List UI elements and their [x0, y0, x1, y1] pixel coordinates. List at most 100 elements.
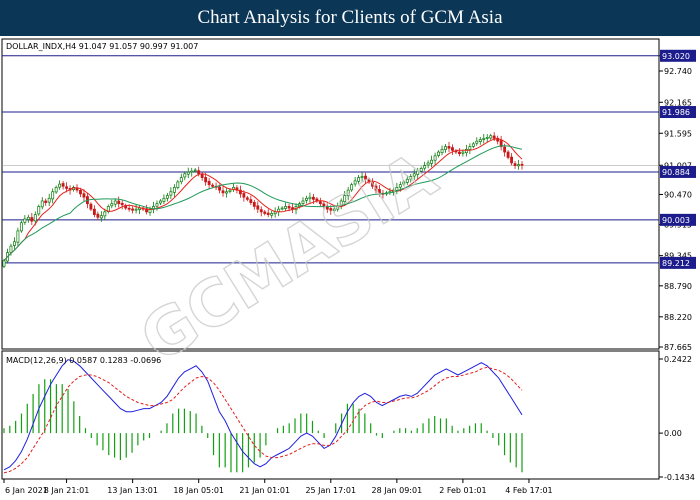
candle-body [225, 191, 228, 194]
candle-body [517, 164, 520, 167]
candle-body [496, 137, 500, 142]
candle-body [482, 138, 486, 140]
price-tick-label: 87.665 [664, 343, 692, 352]
candles [2, 132, 524, 269]
candle-body [416, 170, 420, 175]
candle-body [16, 230, 20, 243]
candle-body [339, 200, 343, 207]
level-label: 89.212 [662, 259, 690, 268]
candle-body [44, 200, 48, 203]
candle-body [343, 195, 347, 202]
candle-body [266, 212, 270, 215]
candle-body [113, 200, 117, 205]
candle-body [23, 218, 27, 223]
candle-body [13, 241, 16, 246]
time-tick-label: 18 Jan 05:01 [173, 486, 224, 495]
candle-body [165, 195, 169, 199]
candle-body [2, 260, 6, 267]
level-label: 91.986 [662, 108, 690, 117]
macd-line [3, 359, 523, 471]
candle-body [89, 203, 93, 210]
candle-body [478, 139, 482, 142]
candle-body [211, 184, 215, 187]
macd-histogram [3, 379, 523, 473]
key-levels [2, 55, 659, 264]
price-tick-label: 91.007 [664, 161, 692, 170]
candle-body [40, 200, 44, 208]
candle-body [197, 170, 201, 175]
candle-body [228, 189, 232, 192]
candle-body [61, 183, 65, 187]
candle-body [207, 180, 211, 186]
candle-body [430, 159, 434, 164]
candle-body [92, 208, 96, 215]
candle-body [103, 211, 107, 217]
candle-body [200, 173, 204, 178]
macd-pane: 0.2422 0.00 -0.1434 MACD(12,26,9) 0.0587 0… [1, 350, 695, 482]
candle-body [19, 222, 23, 232]
candle-body [284, 206, 288, 209]
candle-body [492, 135, 496, 139]
candle-body [37, 206, 41, 215]
candle-body [117, 200, 121, 205]
candle-body [176, 181, 180, 188]
candle-body [371, 181, 374, 187]
candle-body [221, 190, 225, 194]
candle-body [350, 184, 354, 191]
candle-body [159, 200, 162, 204]
macd-tick-label: 0.00 [664, 429, 682, 438]
level-label-bg [660, 165, 696, 178]
candle-body [475, 140, 479, 144]
time-tick-label: 13 Jan 13:01 [107, 486, 158, 495]
level-label-bg [660, 256, 696, 269]
candle-body [364, 175, 367, 180]
candle-body [503, 146, 507, 153]
page-title: Chart Analysis for Clients of GCM Asia [197, 7, 503, 28]
candle-body [99, 215, 103, 219]
macd-header: MACD(12,26,9) 0.0587 0.1283 -0.0696 [6, 356, 161, 365]
candle-body [193, 169, 197, 172]
candle-body [301, 200, 305, 204]
time-tick-label: 4 Feb 17:01 [505, 486, 552, 495]
candle-body [169, 191, 173, 196]
candle-body [346, 189, 350, 197]
candle-body [457, 151, 461, 155]
candle-body [468, 146, 472, 150]
chart-background [0, 36, 700, 500]
candle-body [204, 177, 208, 183]
level-label: 93.020 [662, 52, 690, 61]
time-tick-label: 6 Jan 2021 [5, 486, 48, 495]
candle-body [54, 187, 58, 193]
candle-body [305, 197, 308, 201]
candle-body [423, 165, 427, 169]
candle-body [138, 207, 142, 210]
candle-body [451, 147, 454, 151]
candle-body [82, 193, 86, 198]
candle-body [280, 207, 284, 210]
candle-body [218, 186, 221, 191]
macd-axis: 0.2422 0.00 -0.1434 [659, 355, 695, 482]
candle-body [329, 208, 333, 211]
candle-body [395, 187, 399, 191]
level-label-bg [660, 49, 696, 62]
candle-body [252, 202, 256, 207]
level-label: 90.884 [662, 168, 690, 177]
candle-body [308, 196, 312, 200]
time-tick-label: 8 Jan 21:01 [44, 486, 90, 495]
title-banner: Chart Analysis for Clients of GCM Asia [0, 0, 700, 36]
candle-body [145, 208, 148, 213]
candle-body [259, 209, 263, 213]
candle-body [332, 208, 336, 212]
price-header: DOLLAR_INDX,H4 91.047 91.057 90.997 91.0… [6, 42, 198, 51]
candle-body [360, 176, 364, 178]
candle-body [489, 135, 493, 139]
candle-body [398, 184, 402, 188]
signal-line [3, 366, 523, 474]
candle-body [96, 213, 100, 218]
candle-body [447, 146, 451, 149]
candle-body [520, 163, 524, 166]
candle-body [444, 146, 447, 150]
candle-body [134, 208, 138, 211]
candle-body [183, 173, 187, 178]
